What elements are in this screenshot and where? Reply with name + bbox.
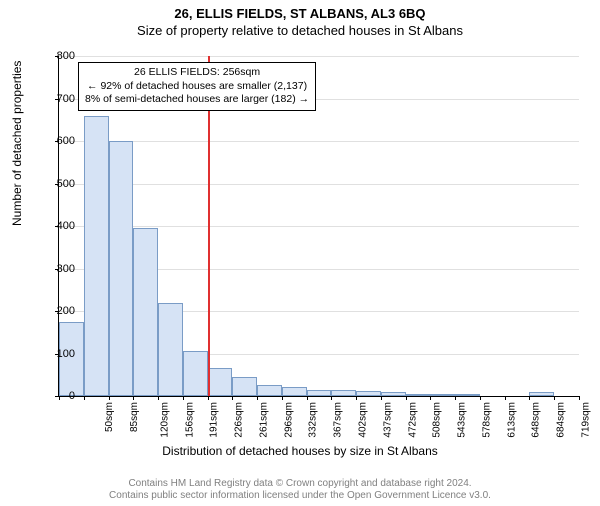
ytick-label: 100 xyxy=(45,348,75,360)
grid-line xyxy=(59,141,579,142)
xtick-mark xyxy=(232,396,233,400)
xtick-label: 261sqm xyxy=(259,402,270,438)
histogram-bar xyxy=(529,392,554,396)
chart-subtitle: Size of property relative to detached ho… xyxy=(0,23,600,38)
ytick-label: 200 xyxy=(45,305,75,317)
histogram-bar xyxy=(455,394,480,396)
xtick-label: 226sqm xyxy=(234,402,245,438)
ytick-label: 800 xyxy=(45,50,75,62)
xtick-label: 508sqm xyxy=(432,402,443,438)
xtick-mark xyxy=(554,396,555,400)
y-axis-label: Number of detached properties xyxy=(10,61,24,226)
xtick-mark xyxy=(84,396,85,400)
footer-attribution: Contains HM Land Registry data © Crown c… xyxy=(0,478,600,502)
xtick-mark xyxy=(257,396,258,400)
ytick-label: 600 xyxy=(45,135,75,147)
ytick-label: 300 xyxy=(45,263,75,275)
xtick-label: 120sqm xyxy=(159,402,170,438)
xtick-label: 684sqm xyxy=(556,402,567,438)
xtick-mark xyxy=(307,396,308,400)
histogram-bar xyxy=(381,392,406,396)
histogram-bar xyxy=(109,141,134,396)
histogram-bar xyxy=(133,228,158,396)
histogram-bar xyxy=(158,303,183,397)
x-axis-label: Distribution of detached houses by size … xyxy=(0,444,600,458)
histogram-bar xyxy=(232,377,257,396)
xtick-mark xyxy=(505,396,506,400)
histogram-bar xyxy=(356,391,381,396)
xtick-mark xyxy=(208,396,209,400)
chart-title-address: 26, ELLIS FIELDS, ST ALBANS, AL3 6BQ xyxy=(0,6,600,21)
xtick-label: 296sqm xyxy=(283,402,294,438)
xtick-mark xyxy=(579,396,580,400)
xtick-label: 156sqm xyxy=(184,402,195,438)
xtick-mark xyxy=(331,396,332,400)
xtick-label: 543sqm xyxy=(457,402,468,438)
annotation-line: 8% of semi-detached houses are larger (1… xyxy=(85,93,309,107)
ytick-label: 0 xyxy=(45,390,75,402)
xtick-label: 472sqm xyxy=(407,402,418,438)
xtick-mark xyxy=(109,396,110,400)
xtick-mark xyxy=(381,396,382,400)
ytick-label: 500 xyxy=(45,178,75,190)
xtick-mark xyxy=(133,396,134,400)
histogram-bar xyxy=(257,385,282,396)
histogram-bar xyxy=(331,390,356,396)
histogram-bar xyxy=(208,368,233,396)
xtick-label: 578sqm xyxy=(481,402,492,438)
xtick-label: 332sqm xyxy=(308,402,319,438)
annotation-line: 26 ELLIS FIELDS: 256sqm xyxy=(85,66,309,80)
xtick-mark xyxy=(356,396,357,400)
footer-line1: Contains HM Land Registry data © Crown c… xyxy=(0,478,600,490)
histogram-bar xyxy=(84,116,109,397)
histogram-bar xyxy=(183,351,208,396)
chart-area xyxy=(58,56,578,436)
xtick-mark xyxy=(406,396,407,400)
xtick-mark xyxy=(455,396,456,400)
xtick-label: 402sqm xyxy=(358,402,369,438)
xtick-mark xyxy=(480,396,481,400)
histogram-bar xyxy=(430,394,455,396)
xtick-label: 648sqm xyxy=(531,402,542,438)
xtick-label: 437sqm xyxy=(382,402,393,438)
xtick-label: 191sqm xyxy=(209,402,220,438)
xtick-mark xyxy=(158,396,159,400)
xtick-mark xyxy=(183,396,184,400)
xtick-mark xyxy=(529,396,530,400)
annotation-line: ← 92% of detached houses are smaller (2,… xyxy=(85,80,309,94)
histogram-bar xyxy=(282,387,307,396)
xtick-label: 613sqm xyxy=(506,402,517,438)
xtick-label: 367sqm xyxy=(333,402,344,438)
xtick-label: 719sqm xyxy=(580,402,591,438)
ytick-label: 700 xyxy=(45,93,75,105)
xtick-mark xyxy=(282,396,283,400)
grid-line xyxy=(59,56,579,57)
xtick-mark xyxy=(430,396,431,400)
histogram-bar xyxy=(307,390,332,396)
grid-line xyxy=(59,226,579,227)
xtick-label: 50sqm xyxy=(104,402,115,432)
xtick-label: 85sqm xyxy=(129,402,140,432)
grid-line xyxy=(59,184,579,185)
annotation-box: 26 ELLIS FIELDS: 256sqm← 92% of detached… xyxy=(78,62,316,111)
footer-line2: Contains public sector information licen… xyxy=(0,490,600,502)
ytick-label: 400 xyxy=(45,220,75,232)
histogram-bar xyxy=(406,394,431,396)
